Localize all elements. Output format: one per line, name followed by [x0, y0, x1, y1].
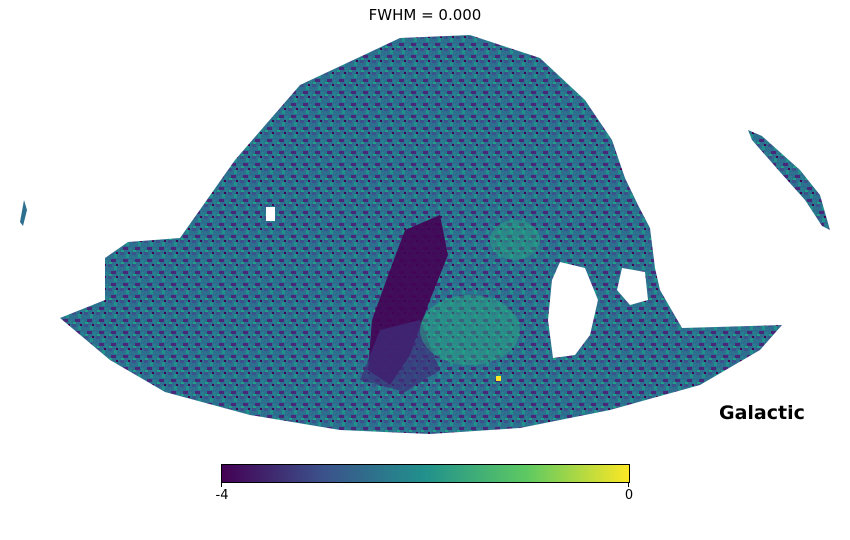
colorbar: [221, 464, 630, 483]
sky-strip-right: [748, 130, 830, 230]
masked-hole: [548, 262, 598, 358]
colorbar-min-label: -4: [215, 488, 229, 503]
bright-pixel: [496, 376, 501, 381]
sky-strip-left: [20, 200, 27, 226]
colorbar-tick-max: [628, 482, 629, 487]
colorbar-max-label: 0: [624, 488, 634, 503]
colorbar-tick-min: [221, 482, 222, 487]
map-title: FWHM = 0.000: [368, 6, 482, 24]
coordinate-system-label: Galactic: [719, 402, 805, 424]
